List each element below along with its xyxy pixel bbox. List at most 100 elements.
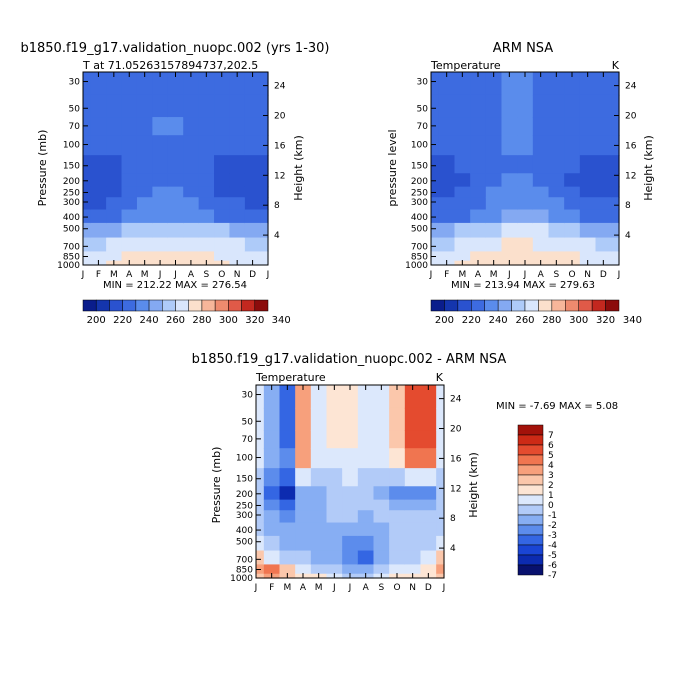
field-cell: [198, 222, 215, 239]
panel-diff-field: [256, 385, 445, 579]
y-right-tick-label: 8: [450, 514, 456, 524]
field-cell: [183, 197, 200, 211]
field-cell: [183, 72, 200, 96]
colorbar-swatch: [95, 299, 110, 312]
field-cell: [136, 186, 153, 198]
field-cell: [357, 550, 375, 566]
field-cell: [260, 72, 269, 96]
field-cell: [470, 173, 487, 188]
panel-diff-ylabel: Pressure (mb): [210, 447, 223, 524]
field-cell: [256, 510, 265, 524]
colorbar-label: 7: [548, 431, 554, 441]
field-cell: [244, 209, 261, 224]
y-tick-label: 1000: [57, 261, 80, 271]
field-cell: [438, 117, 456, 136]
field-cell: [106, 197, 123, 211]
colorbar-label: 2: [548, 481, 554, 491]
field-cell: [548, 155, 565, 174]
field-cell: [310, 486, 328, 501]
field-cell: [121, 186, 138, 198]
colorbar-swatch: [135, 299, 150, 312]
field-cell: [136, 155, 153, 174]
panel-diff-ylabel-right: Height (km): [467, 452, 480, 518]
field-cell: [485, 72, 503, 96]
colorbar-swatch: [254, 299, 269, 312]
field-cell: [279, 564, 296, 575]
field-cell: [106, 173, 123, 188]
field-cell: [136, 237, 153, 253]
panel-diff-subtitle-right: K: [436, 371, 444, 384]
field-cell: [420, 468, 437, 487]
y-right-tick-label: 4: [450, 544, 456, 554]
field-cell: [198, 251, 215, 262]
field-cell: [357, 468, 375, 487]
field-cell: [279, 468, 296, 487]
colorbar-label: 320: [596, 315, 615, 326]
field-cell: [548, 94, 565, 118]
field-cell: [579, 251, 597, 262]
field-cell: [532, 197, 550, 211]
field-cell: [256, 522, 265, 537]
x-tick-label: J: [442, 583, 446, 593]
field-cell: [229, 209, 246, 224]
field-cell: [152, 173, 169, 188]
field-cell: [310, 522, 328, 537]
colorbar-label: 200: [87, 315, 106, 326]
field-cell: [611, 173, 620, 188]
field-cell: [244, 237, 261, 253]
field-cell: [389, 468, 406, 487]
colorbar-swatch: [201, 299, 216, 312]
panel-diff-title: b1850.f19_g17.validation_nuopc.002 - ARM…: [192, 352, 507, 367]
field-cell: [454, 197, 471, 211]
field-cell: [83, 72, 92, 96]
field-cell: [438, 209, 456, 224]
y-right-tick-label: 16: [625, 141, 637, 151]
field-cell: [256, 430, 265, 449]
field-cell: [564, 117, 581, 136]
field-cell: [485, 186, 503, 198]
field-cell: [121, 117, 138, 136]
field-cell: [167, 173, 184, 188]
field-cell: [83, 237, 92, 253]
panel-diff-axes: J F M A M J J A S O N D J305070100150200250300400500…: [230, 385, 462, 593]
field-cell: [404, 385, 422, 409]
field-cell: [470, 155, 487, 174]
field-cell: [404, 499, 422, 511]
colorbar-label: 300: [569, 315, 588, 326]
field-cell: [373, 550, 390, 566]
field-cell: [611, 155, 620, 174]
x-tick-label: N: [409, 583, 416, 593]
field-cell: [295, 499, 312, 511]
colorbar-label: 0: [548, 501, 554, 511]
field-cell: [183, 186, 200, 198]
y-right-tick-label: 24: [274, 82, 286, 92]
colorbar-label: 260: [515, 315, 534, 326]
x-tick-label: A: [538, 270, 545, 280]
field-cell: [501, 237, 518, 253]
colorbar-label: 280: [542, 315, 561, 326]
x-tick-label: J: [348, 583, 352, 593]
field-cell: [136, 72, 153, 96]
field-cell: [310, 468, 328, 487]
y-tick-label: 1000: [405, 261, 428, 271]
field-cell: [532, 155, 550, 174]
field-cell: [438, 72, 456, 96]
field-cell: [564, 155, 581, 174]
field-cell: [431, 155, 440, 174]
field-cell: [357, 448, 375, 469]
field-cell: [279, 499, 296, 511]
colorbar-swatch: [517, 464, 544, 476]
field-cell: [106, 72, 123, 96]
field-cell: [326, 522, 343, 537]
panel-model-field: [83, 72, 269, 266]
field-cell: [438, 197, 456, 211]
colorbar-label: 300: [219, 315, 238, 326]
field-cell: [611, 197, 620, 211]
colorbar-label: -1: [548, 511, 557, 521]
x-tick-label: J: [254, 583, 258, 593]
field-cell: [611, 251, 620, 262]
field-cell: [256, 385, 265, 409]
x-tick-label: S: [553, 270, 559, 280]
y-tick-label: 1000: [230, 574, 253, 584]
x-tick-label: J: [173, 270, 177, 280]
